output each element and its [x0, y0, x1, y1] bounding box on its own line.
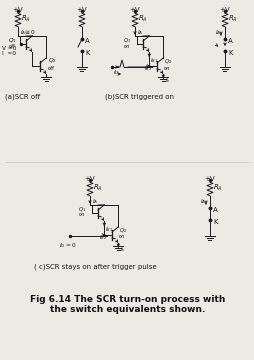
Text: the switch equivalents shown.: the switch equivalents shown. — [50, 305, 204, 314]
Text: on: on — [123, 44, 130, 49]
Text: $R_A$: $R_A$ — [212, 183, 222, 193]
Text: Fig 6.14 The SCR turn-on process with: Fig 6.14 The SCR turn-on process with — [30, 295, 224, 304]
Text: $R_A$: $R_A$ — [227, 14, 237, 24]
Text: $Q_1$: $Q_1$ — [8, 37, 16, 45]
Text: $I_A$: $I_A$ — [92, 198, 98, 206]
Text: K: K — [212, 219, 217, 225]
Text: $I_{B2}$: $I_{B2}$ — [144, 64, 151, 73]
Text: (a)SCR off: (a)SCR off — [5, 94, 40, 100]
Text: +V: +V — [76, 7, 87, 13]
Text: +V: +V — [13, 7, 23, 13]
Text: $R_A$: $R_A$ — [21, 14, 31, 24]
Text: $I_A$: $I_A$ — [136, 28, 143, 37]
Text: $R_A$: $R_A$ — [137, 14, 147, 24]
Text: $I_A$$\!\cong\!$0: $I_A$$\!\cong\!$0 — [20, 28, 35, 37]
Text: on: on — [78, 212, 85, 217]
Text: +V: +V — [219, 7, 229, 13]
Text: $Q_2$: $Q_2$ — [119, 226, 127, 235]
Text: A: A — [85, 38, 89, 44]
Text: +V: +V — [129, 7, 140, 13]
Text: A: A — [212, 207, 217, 213]
Text: $Q_2$: $Q_2$ — [163, 58, 171, 66]
Text: on: on — [119, 234, 125, 239]
Text: off: off — [48, 66, 55, 71]
Text: $Q_1$: $Q_1$ — [77, 206, 86, 215]
Text: +V: +V — [204, 176, 214, 182]
Text: $Q_2$: $Q_2$ — [48, 57, 57, 66]
Text: on: on — [163, 66, 170, 71]
Text: $I_{B2}$: $I_{B2}$ — [99, 234, 107, 242]
Text: $Q_1$: $Q_1$ — [122, 37, 131, 45]
Text: $I_G$$=0$: $I_G$$=0$ — [59, 241, 76, 250]
Text: V =0: V =0 — [2, 46, 17, 51]
Text: $I_k$: $I_k$ — [120, 245, 126, 253]
Text: $I_{B1}$: $I_{B1}$ — [150, 57, 158, 66]
Text: A: A — [227, 38, 232, 44]
Text: $I_A$: $I_A$ — [199, 198, 205, 206]
Text: off: off — [9, 44, 15, 49]
Text: $I_k$: $I_k$ — [165, 76, 170, 85]
Text: $I_{B1}$: $I_{B1}$ — [105, 226, 113, 234]
Text: K: K — [85, 50, 89, 56]
Text: ( c)SCR stays on after trigger pulse: ( c)SCR stays on after trigger pulse — [34, 263, 156, 270]
Text: $I_A$: $I_A$ — [214, 28, 220, 37]
Text: K: K — [227, 50, 232, 56]
Text: $R_A$: $R_A$ — [93, 183, 102, 193]
Text: (b)SCR triggered on: (b)SCR triggered on — [105, 94, 174, 100]
Text: +V: +V — [84, 176, 95, 182]
Text: $I_G$: $I_G$ — [113, 68, 119, 77]
Text: I  =0: I =0 — [2, 51, 16, 56]
